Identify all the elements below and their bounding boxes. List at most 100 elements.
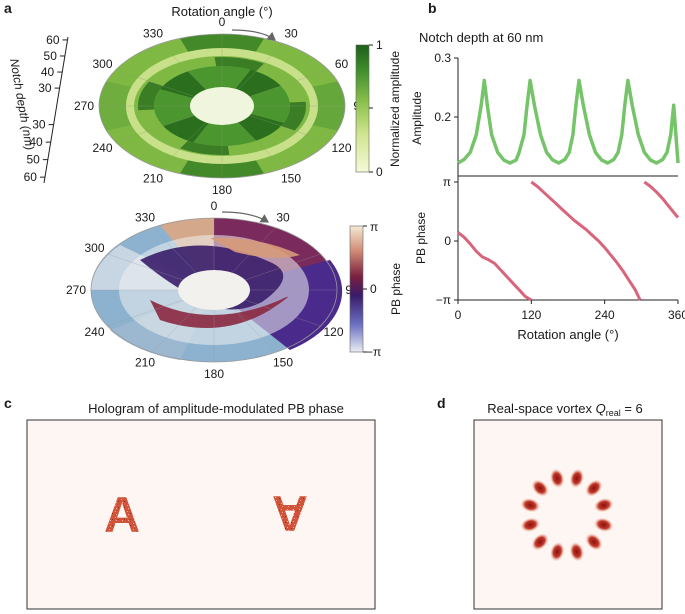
depth-tick-label: 60 (24, 170, 38, 184)
amp-y-label: Amplitude (410, 91, 424, 145)
phase-x-ticks: 0 120 240 360 (455, 300, 685, 322)
phase-x-tick-label: 240 (595, 308, 615, 322)
amp-angle-label: 120 (331, 141, 351, 155)
vortex-lobe (531, 479, 549, 497)
amp-colorbar-max: 1 (376, 38, 383, 52)
phase-angle-label: 300 (84, 241, 104, 255)
vortex-lobes (520, 468, 614, 562)
hologram-image: A A (26, 419, 376, 610)
vortex-lobe (520, 517, 541, 533)
phase-colorbar-max: π (370, 220, 378, 234)
phase-center-hole (178, 270, 250, 310)
amp-mid-dark-sector (280, 101, 307, 131)
amp-y-tick-label: 0.2 (434, 110, 451, 124)
amp-angle-label: 150 (281, 172, 301, 186)
phase-series-line (643, 180, 680, 219)
amp-colorbar-label: Normalized amplitude (388, 51, 402, 167)
vortex-frame (473, 419, 663, 610)
amp-angle-label: 0 (219, 15, 226, 29)
hologram-glyph-right: A (272, 485, 308, 541)
phase-angle-label: 210 (135, 356, 155, 370)
amp-angle-label: 270 (74, 99, 94, 113)
phase-colorbar: π 0 −π PB phase (349, 220, 403, 359)
amp-angle-label: 300 (92, 57, 112, 71)
phase-polar-map (90, 211, 343, 363)
phase-x-tick-label: 120 (521, 308, 541, 322)
amp-series-line (457, 78, 680, 165)
amp-rotation-arrow (231, 29, 276, 41)
amp-inner-dark-sector (238, 114, 284, 141)
phase-rotation-arrow (221, 211, 270, 223)
panel-d-title: Real-space vortex Qreal = 6 (487, 401, 643, 418)
phase-y-tick-label: −π (436, 293, 451, 307)
phase-series-line (457, 231, 533, 302)
panel-label-a: a (4, 0, 12, 16)
depth-ticks: 60 50 40 30 30 40 50 60 (24, 33, 68, 184)
amp-colorbar-min: 0 (376, 165, 383, 179)
amp-colorbar-gradient (355, 44, 370, 173)
depth-tick-label: 30 (38, 81, 52, 95)
phase-y-tick-label: π (443, 175, 451, 189)
amp-y-ticks: 0.2 0.3 (434, 51, 458, 124)
amp-angle-label: 180 (212, 183, 232, 197)
phase-x-tick-label: 360 (668, 308, 685, 322)
vortex-lobe (549, 468, 565, 489)
phase-y-ticks: π 0 −π (436, 175, 458, 307)
phase-angle-label: 240 (84, 325, 104, 339)
amp-angle-labels: 0306090120150180210240270300330 (74, 15, 367, 197)
phase-angle-label: 120 (323, 325, 343, 339)
phase-y-label: PB phase (414, 212, 428, 264)
phase-x-label: Rotation angle (°) (517, 327, 618, 342)
panel-a-title: Rotation angle (°) (171, 4, 272, 19)
vortex-image (473, 419, 663, 610)
vortex-lobe (520, 497, 541, 513)
depth-axis-line (43, 36, 69, 184)
phase-colorbar-min: −π (366, 345, 381, 359)
phase-angle-label: 30 (276, 210, 290, 224)
panel-b-title: Notch depth at 60 nm (419, 30, 543, 45)
depth-tick-label: 50 (44, 49, 58, 63)
phase-angle-label: 270 (66, 283, 86, 297)
amp-angle-label: 60 (335, 57, 349, 71)
phase-spiral-red (150, 296, 288, 328)
phase-chart: π 0 −π 0 120 240 360 PB phase Rotation angle … (414, 175, 685, 342)
phase-angle-label: 0 (211, 199, 218, 213)
amp-y-tick-label: 0.3 (434, 51, 451, 65)
panel-label-d: d (437, 395, 446, 411)
depth-tick-label: 40 (41, 65, 55, 79)
vortex-lobe (531, 533, 549, 551)
hologram-frame (26, 419, 376, 610)
depth-tick-label: 50 (26, 153, 40, 167)
amp-angle-label: 210 (143, 172, 163, 186)
phase-angle-label: 150 (273, 356, 293, 370)
amp-inner-dark-sector (160, 71, 206, 98)
vortex-lobe (585, 479, 603, 497)
depth-tick-label: 60 (46, 33, 60, 47)
panel-label-b: b (428, 0, 437, 16)
amplitude-chart: 0.2 0.3 Amplitude (410, 51, 680, 177)
amp-colorbar: 1 0 Normalized amplitude (355, 38, 402, 179)
amp-angle-label: 30 (284, 26, 298, 40)
amp-mid-dark-sector (137, 81, 164, 111)
panel-label-c: c (4, 395, 12, 411)
vortex-lobe (549, 541, 565, 562)
amp-angle-label: 240 (92, 141, 112, 155)
phase-colorbar-mid: 0 (370, 282, 377, 296)
vortex-lobe (569, 541, 585, 562)
phase-series-line (530, 180, 642, 301)
phase-angle-label: 330 (135, 210, 155, 224)
depth-tick-label: 30 (32, 118, 46, 132)
vortex-lobe (569, 468, 585, 489)
phase-angle-label: 180 (204, 367, 224, 381)
vortex-lobe (593, 497, 614, 513)
phase-series (457, 180, 680, 302)
hologram-glyph-left: A (104, 487, 140, 543)
vortex-lobe (593, 517, 614, 533)
amp-mid-dark-sector (214, 56, 264, 72)
phase-y-tick-label: 0 (444, 234, 451, 248)
amp-angle-label: 330 (143, 26, 163, 40)
phase-angle-labels: 03090120150180210240270300330 (66, 199, 359, 381)
amplitude-polar-map (98, 29, 346, 179)
